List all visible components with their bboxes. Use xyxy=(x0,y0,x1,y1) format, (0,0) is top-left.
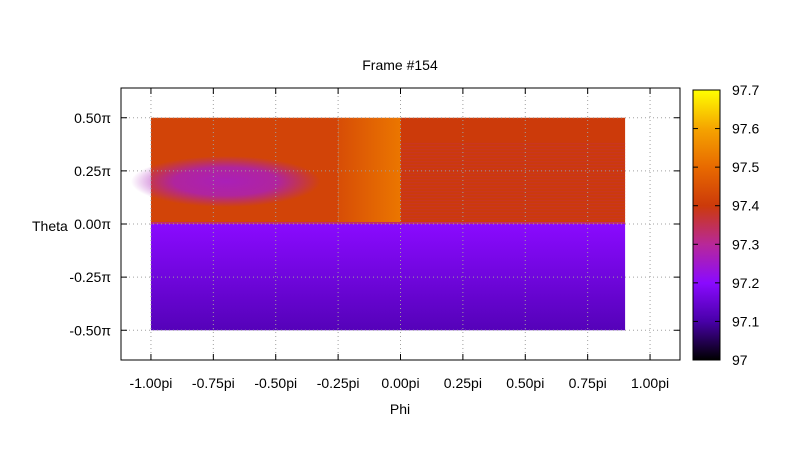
y-axis-ticks: 0.50π 0.25π 0.00π -0.25π -0.50π xyxy=(69,110,680,338)
x-tick-label: -0.50pi xyxy=(254,375,297,391)
x-tick-label: -0.75pi xyxy=(192,375,235,391)
y-tick-label: -0.50π xyxy=(69,322,111,338)
y-tick-label: -0.25π xyxy=(69,269,111,285)
colorbar-tick-label: 97.7 xyxy=(732,82,759,98)
y-tick-label: 0.00π xyxy=(74,216,111,232)
colorbar-tick-label: 97.2 xyxy=(732,275,759,291)
x-tick-label: 0.50pi xyxy=(506,375,544,391)
x-axis-label: Phi xyxy=(390,401,410,417)
grid-lines xyxy=(121,88,680,360)
chart-title: Frame #154 xyxy=(362,57,438,73)
y-tick-label: 0.25π xyxy=(74,163,111,179)
colorbar-tick-label: 97 xyxy=(732,352,748,368)
colorbar-tick-label: 97.6 xyxy=(732,121,759,137)
colorbar-tick-label: 97.3 xyxy=(732,236,759,252)
y-tick-label: 0.50π xyxy=(74,110,111,126)
x-axis-ticks: -1.00pi -0.75pi -0.50pi -0.25pi 0.00pi 0.25pi… xyxy=(130,88,669,391)
x-tick-label: 0.00pi xyxy=(381,375,419,391)
x-tick-label: 1.00pi xyxy=(631,375,669,391)
x-tick-label: -0.25pi xyxy=(317,375,360,391)
heat-blob xyxy=(130,156,321,207)
colorbar-gradient xyxy=(692,89,721,361)
colorbar-tick-label: 97.4 xyxy=(732,198,759,214)
colorbar-tick-label: 97.5 xyxy=(732,159,759,175)
x-tick-label: 0.75pi xyxy=(569,375,607,391)
x-tick-label: 0.25pi xyxy=(444,375,482,391)
colorbar: 97.7 97.6 97.5 97.4 97.3 97.2 97.1 97 xyxy=(692,82,759,368)
y-axis-label: Theta xyxy=(32,218,68,234)
colorbar-tick-label: 97.1 xyxy=(732,313,759,329)
x-tick-label: -1.00pi xyxy=(130,375,173,391)
